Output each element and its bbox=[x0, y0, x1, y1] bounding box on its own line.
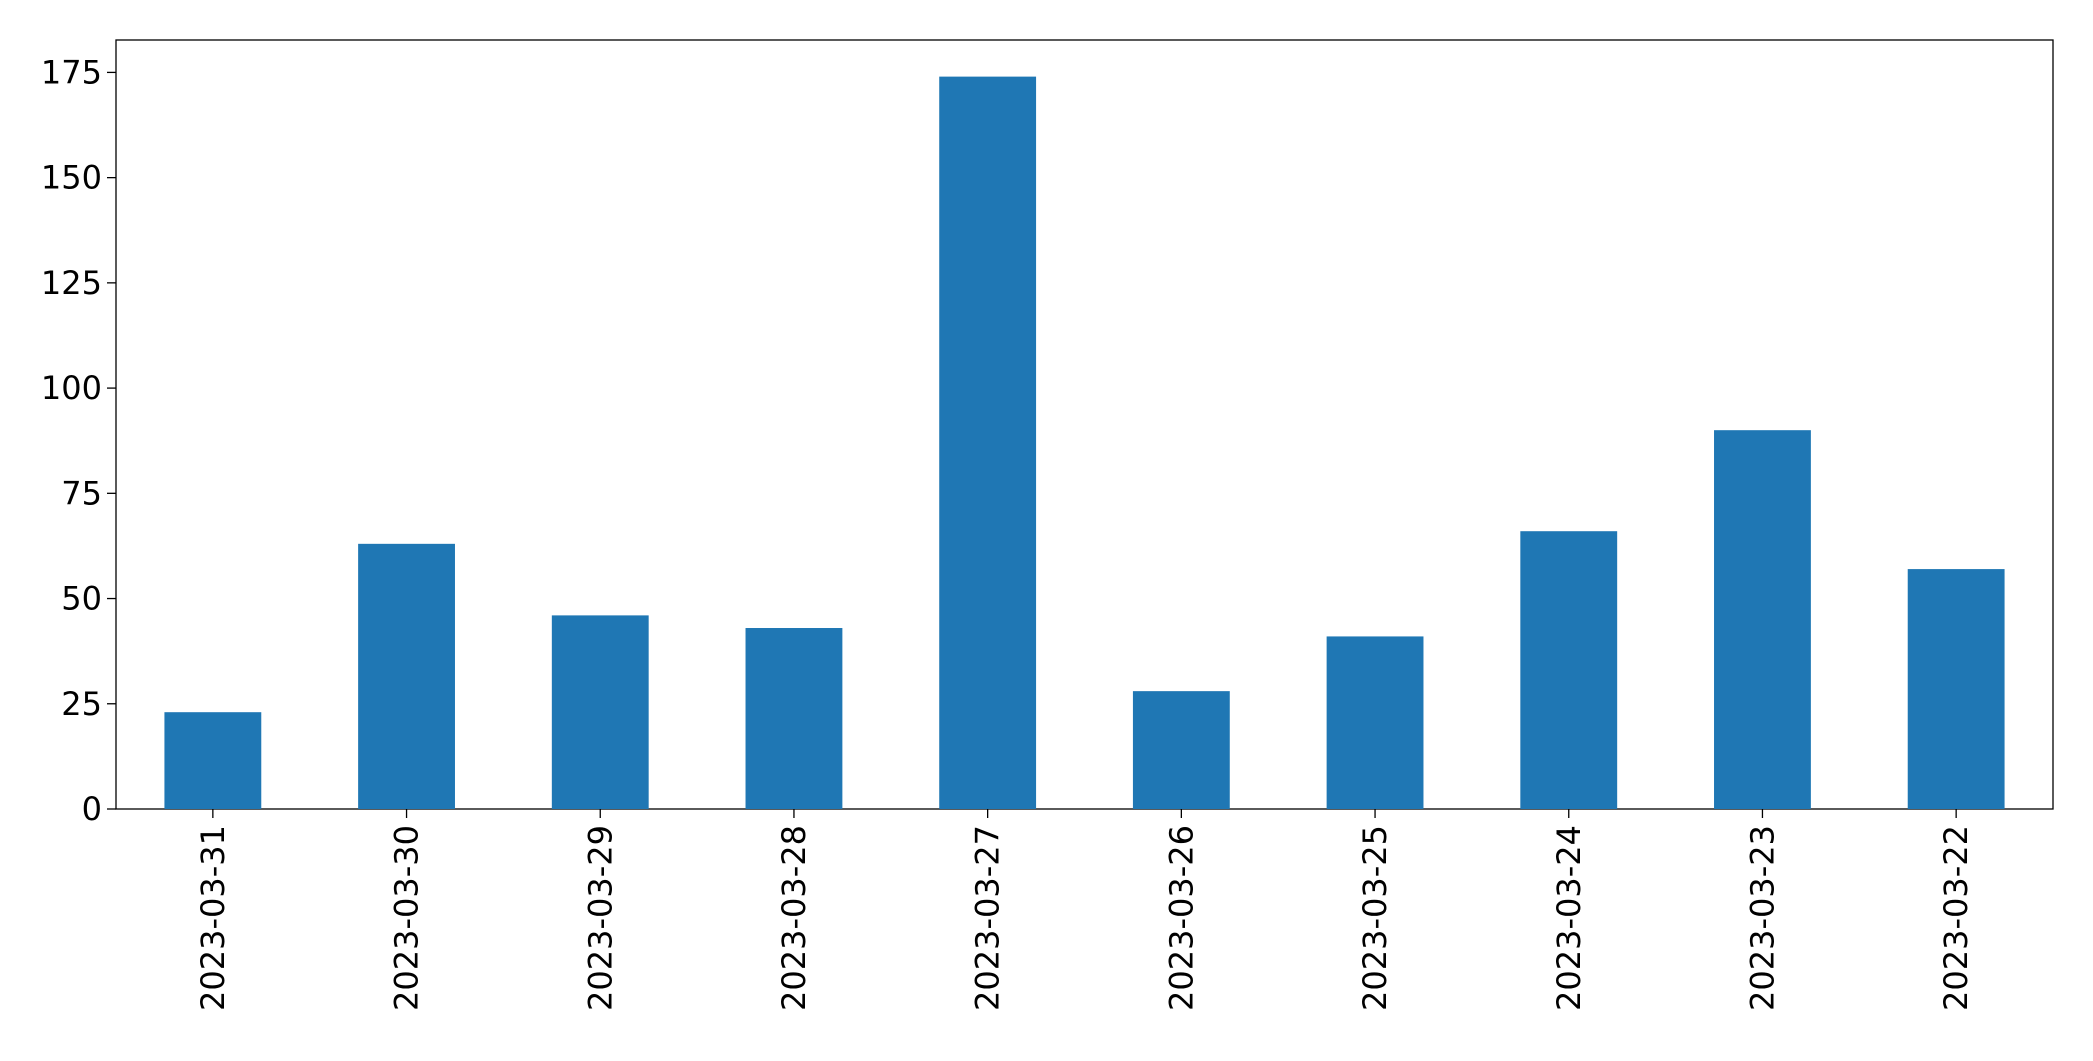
y-tick-label: 125 bbox=[41, 264, 102, 302]
bar bbox=[358, 543, 455, 809]
bar bbox=[1326, 636, 1424, 809]
bar bbox=[1907, 569, 2005, 809]
bar bbox=[1714, 430, 1811, 809]
y-tick-label: 75 bbox=[61, 474, 102, 512]
x-tick-label: 2023-03-22 bbox=[1937, 825, 1975, 1011]
x-tick-label: 2023-03-27 bbox=[969, 825, 1007, 1011]
x-tick-label: 2023-03-31 bbox=[194, 825, 232, 1011]
y-tick-label: 0 bbox=[82, 790, 102, 828]
x-tick-label: 2023-03-23 bbox=[1743, 825, 1781, 1011]
x-tick-label: 2023-03-29 bbox=[581, 825, 619, 1011]
bar bbox=[164, 712, 262, 809]
bar bbox=[1520, 531, 1618, 809]
x-tick-label: 2023-03-28 bbox=[775, 825, 813, 1011]
x-tick-label: 2023-03-30 bbox=[388, 825, 426, 1011]
bar bbox=[1132, 691, 1230, 809]
bar bbox=[745, 628, 843, 809]
x-tick-label: 2023-03-25 bbox=[1356, 825, 1394, 1011]
y-tick-label: 50 bbox=[61, 580, 102, 618]
y-tick-label: 25 bbox=[61, 685, 102, 723]
y-tick-label: 175 bbox=[41, 53, 102, 91]
y-tick-label: 100 bbox=[41, 369, 102, 407]
bar bbox=[939, 76, 1037, 810]
x-tick-label: 2023-03-26 bbox=[1162, 825, 1200, 1011]
bar bbox=[551, 615, 649, 809]
x-tick-label: 2023-03-24 bbox=[1550, 825, 1588, 1011]
axes-frame bbox=[115, 39, 2054, 810]
y-tick-label: 150 bbox=[41, 159, 102, 197]
